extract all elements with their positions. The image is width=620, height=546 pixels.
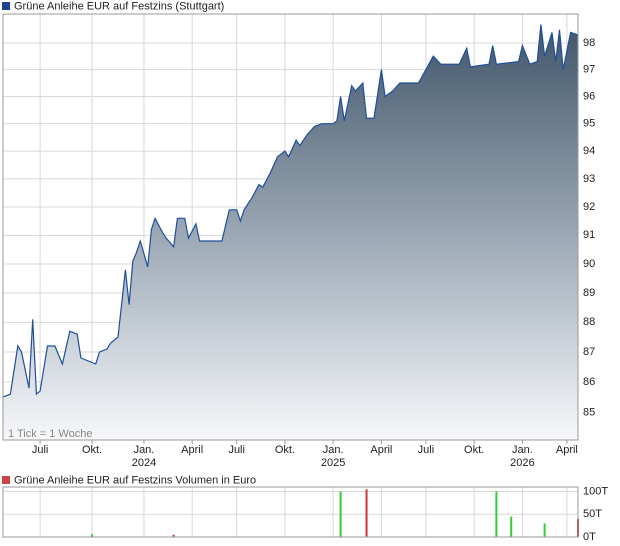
legend-swatch: [2, 476, 10, 484]
volume-bar: [365, 489, 368, 537]
x-tick-label: April: [370, 444, 392, 456]
volume-bar: [172, 534, 175, 537]
x-tick-label: Jan.: [134, 444, 155, 456]
x-tick-label: April: [181, 444, 203, 456]
x-tick-year: 2024: [132, 457, 156, 469]
x-tick-label: Juli: [32, 444, 49, 456]
x-tick-label: Okt.: [464, 444, 484, 456]
x-tick-label: Juli: [418, 444, 435, 456]
x-tick-label: Okt.: [275, 444, 295, 456]
y-tick-label: 94: [583, 145, 595, 157]
x-tick-label: Okt.: [82, 444, 102, 456]
plot-background: [3, 487, 578, 537]
volume-bar: [339, 491, 342, 537]
volume-chart: 0T 50T 100T: [2, 485, 608, 543]
volume-bar: [495, 491, 498, 537]
chart-title: Grüne Anleihe EUR auf Festzins Volumen i…: [14, 474, 256, 486]
y-tick-label: 86: [583, 376, 595, 388]
y-tick-label: 100T: [583, 485, 608, 497]
x-tick-year: 2025: [321, 457, 345, 469]
chart-title: Grüne Anleihe EUR auf Festzins (Stuttgar…: [14, 0, 224, 12]
price-area: [3, 24, 578, 440]
y-tick-label: 85: [583, 406, 595, 418]
y-tick-label: 96: [583, 90, 595, 102]
y-tick-label: 93: [583, 173, 595, 185]
y-tick-label: 90: [583, 258, 595, 270]
legend-swatch: [2, 2, 10, 10]
price-line: [2, 24, 579, 398]
y-tick-label: 87: [583, 346, 595, 358]
x-tick-label: Jan.: [512, 444, 533, 456]
note: 1 Tick = 1 Woche: [8, 428, 92, 440]
plot-frame: [2, 13, 579, 441]
y-tick-label: 92: [583, 201, 595, 213]
volume-bar: [510, 516, 513, 537]
y-tick-label: 0T: [583, 531, 596, 543]
x-tick-label: Juli: [228, 444, 245, 456]
y-tick-label: 95: [583, 118, 595, 130]
x-tick-year: 2026: [510, 457, 534, 469]
volume-bar: [543, 523, 546, 537]
y-tick-label: 89: [583, 287, 595, 299]
price-chart: 85 86 87 88 89 90 91 92 93 94 95 96 97 98 Juli Okt. Jan.…: [2, 13, 595, 469]
x-tick-label: Jan.: [323, 444, 344, 456]
volume-bar: [91, 534, 94, 537]
y-tick-label: 98: [583, 37, 595, 49]
plot-frame: [2, 486, 579, 538]
y-tick-label: 88: [583, 316, 595, 328]
x-tick-label: April: [556, 444, 578, 456]
y-tick-label: 91: [583, 229, 595, 241]
y-tick-label: 50T: [583, 508, 602, 520]
y-tick-label: 97: [583, 64, 595, 76]
